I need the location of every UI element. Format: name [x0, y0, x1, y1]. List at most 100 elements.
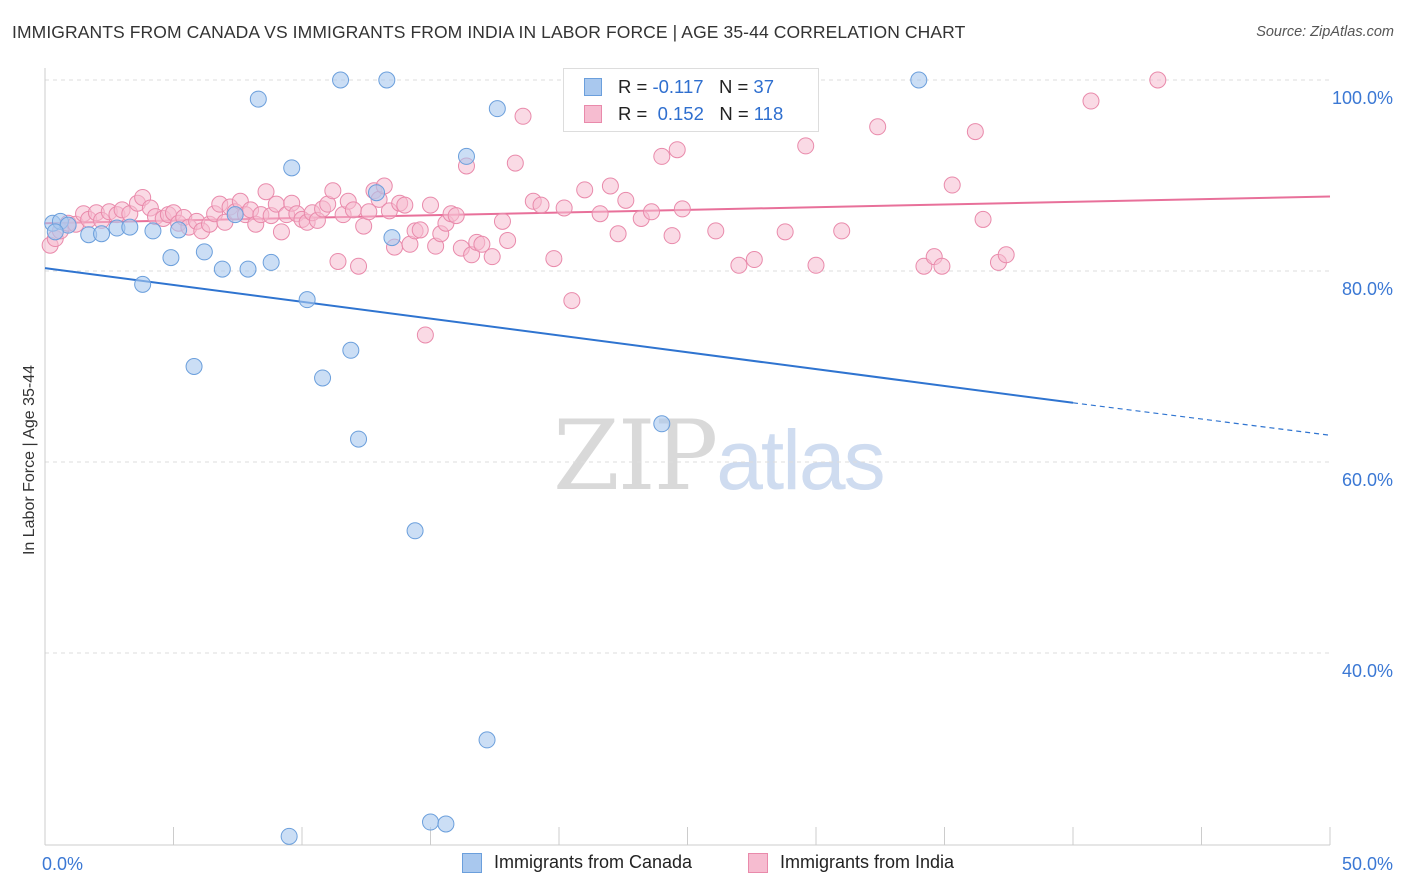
india-point	[997, 246, 1015, 264]
y-axis-label: In Labor Force | Age 35-44	[21, 364, 38, 556]
y-tick-label: 80.0%	[1342, 279, 1393, 299]
trendlines	[44, 195, 1331, 436]
india-point	[563, 292, 581, 310]
india-point	[514, 107, 532, 125]
india-point	[493, 212, 511, 230]
india-swatch	[584, 105, 602, 123]
canada-point	[213, 260, 231, 278]
x-tick-label-max: 50.0%	[1342, 854, 1393, 874]
y-tick-label: 40.0%	[1342, 661, 1393, 681]
canada-point	[249, 90, 267, 108]
canada-point	[162, 249, 180, 267]
chart-title: IMMIGRANTS FROM CANADA VS IMMIGRANTS FRO…	[12, 22, 966, 42]
india-point	[257, 183, 275, 201]
india-point	[329, 252, 347, 270]
axes	[44, 68, 1331, 846]
india-point	[499, 231, 517, 249]
canada-r-label: R =	[618, 76, 653, 97]
canada-point	[342, 341, 360, 359]
india-point	[483, 248, 501, 266]
india-point	[411, 221, 429, 239]
india-point	[473, 235, 491, 253]
india-point	[943, 176, 961, 194]
canada-point	[314, 369, 332, 387]
india-point	[673, 200, 691, 218]
india-point	[668, 141, 686, 159]
y-tick-label: 60.0%	[1342, 470, 1393, 490]
y-tick-label: 100.0%	[1332, 88, 1393, 108]
india-point	[833, 222, 851, 240]
gridlines	[45, 79, 1330, 654]
canada-point	[457, 147, 475, 165]
india-point	[653, 147, 671, 165]
india-point	[807, 256, 825, 274]
canada-point	[280, 827, 298, 845]
canada-legend-label: Immigrants from Canada	[494, 852, 693, 872]
canada-point	[262, 253, 280, 271]
series-legend: Immigrants from Canada Immigrants from I…	[0, 852, 1406, 876]
india-point	[974, 210, 992, 228]
canada-n-value: 37	[753, 76, 774, 97]
india-point	[601, 177, 619, 195]
india-r-value: 0.152	[657, 103, 704, 124]
canada-point	[368, 184, 386, 202]
india-point	[797, 137, 815, 155]
canada-point	[437, 815, 455, 833]
india-point	[555, 199, 573, 217]
canada-point	[121, 218, 139, 236]
india-point	[272, 223, 290, 241]
canada-swatch	[584, 78, 602, 96]
canada-point	[239, 260, 257, 278]
canada-point	[144, 222, 162, 240]
india-r-label: R =	[618, 103, 653, 124]
india-n-value: 118	[753, 103, 784, 124]
canada-point	[378, 71, 396, 89]
india-point	[324, 182, 342, 200]
india-point	[1149, 71, 1167, 89]
canada-point	[653, 415, 671, 433]
india-point	[617, 191, 635, 209]
canada-r-value: -0.117	[652, 76, 704, 97]
india-point	[933, 257, 951, 275]
india-point	[663, 227, 681, 245]
canada-trendline	[44, 267, 1074, 404]
india-point	[422, 196, 439, 214]
india-point	[447, 207, 465, 225]
india-point	[360, 203, 378, 221]
india-point	[545, 250, 563, 268]
india-point	[416, 326, 434, 344]
canada-trendline-extension	[1072, 402, 1331, 436]
india-point	[609, 225, 627, 243]
india-point	[966, 123, 984, 141]
canada-point	[383, 229, 401, 247]
india-point	[730, 256, 748, 274]
source-credit: Source: ZipAtlas.com	[1256, 24, 1394, 40]
canada-point	[226, 206, 244, 224]
x-tick-label-min: 0.0%	[42, 854, 83, 874]
india-point	[707, 222, 725, 240]
canada-point	[488, 100, 506, 118]
canada-point	[185, 358, 203, 375]
india-point	[532, 196, 550, 214]
canada-point	[170, 221, 188, 239]
india-point	[591, 205, 609, 223]
india-point	[350, 257, 368, 275]
canada-point	[350, 430, 368, 448]
india-point	[643, 203, 661, 221]
india-point	[506, 154, 524, 172]
canada-points	[44, 71, 928, 845]
india-point	[344, 201, 362, 219]
canada-point	[332, 71, 350, 89]
watermark-atlas: atlas	[716, 413, 885, 507]
india-point	[869, 118, 887, 136]
canada-point	[478, 731, 496, 749]
india-point	[355, 217, 373, 235]
india-legend-label: Immigrants from India	[780, 852, 955, 872]
canada-point	[46, 223, 64, 241]
canada-point	[910, 71, 928, 89]
canada-point	[298, 291, 316, 309]
correlation-legend: R = -0.117 N = 37 R = 0.152 N = 118	[563, 68, 819, 132]
canada-legend-swatch	[462, 853, 482, 873]
india-point	[396, 196, 414, 214]
